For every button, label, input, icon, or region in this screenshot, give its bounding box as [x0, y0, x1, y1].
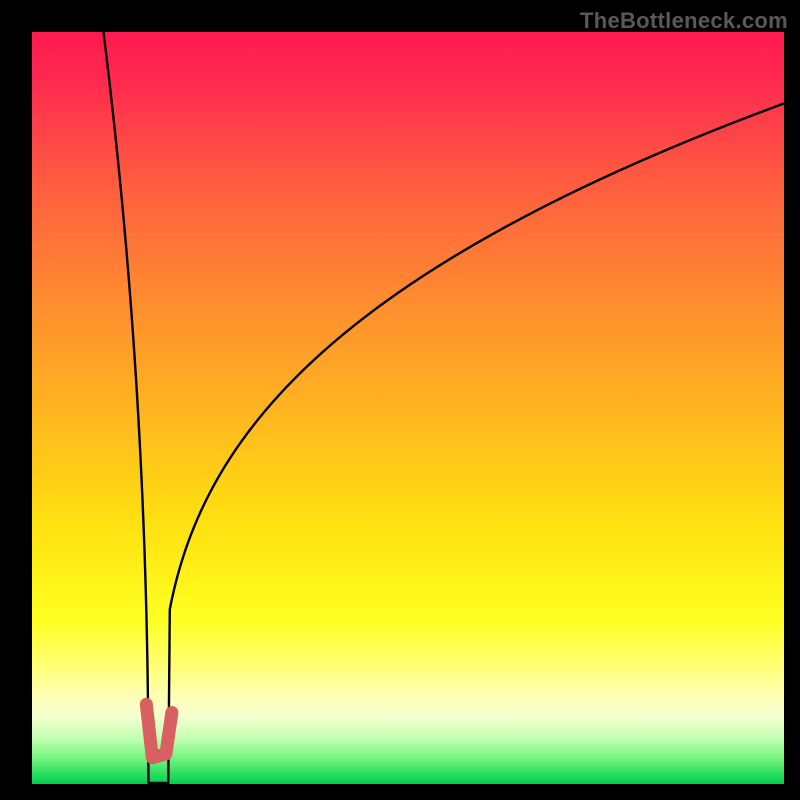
watermark-text: TheBottleneck.com	[580, 8, 788, 34]
valley-marker	[166, 713, 172, 754]
chart-svg	[32, 32, 784, 784]
valley-marker	[146, 704, 152, 757]
chart-container	[32, 32, 784, 784]
gradient-background	[32, 32, 784, 784]
